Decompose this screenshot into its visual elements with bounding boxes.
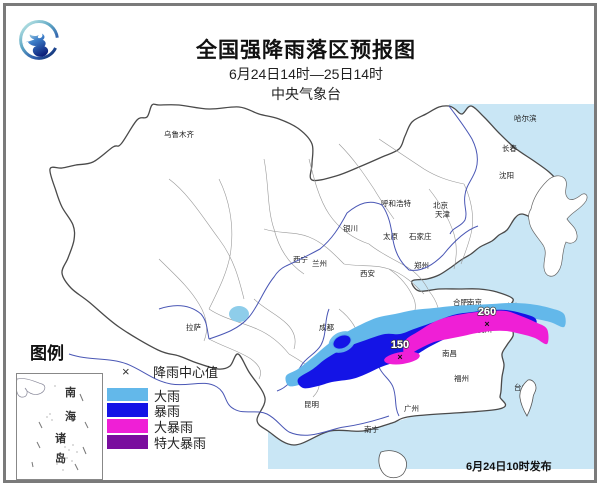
svg-text:兰州: 兰州 <box>312 258 327 268</box>
svg-text:银川: 银川 <box>343 224 358 233</box>
svg-text:诸: 诸 <box>55 431 66 445</box>
svg-text:石家庄: 石家庄 <box>409 231 432 241</box>
svg-text:乌鲁木齐: 乌鲁木齐 <box>164 129 194 139</box>
svg-text:×: × <box>484 319 489 329</box>
svg-text:海: 海 <box>65 409 76 423</box>
svg-text:广州: 广州 <box>404 403 419 413</box>
svg-text:天津: 天津 <box>435 210 450 219</box>
svg-text:260: 260 <box>478 306 496 318</box>
svg-text:西安: 西安 <box>360 268 375 278</box>
svg-text:福州: 福州 <box>454 374 469 383</box>
svg-text:岛: 岛 <box>55 451 66 465</box>
svg-text:成都: 成都 <box>319 322 334 332</box>
svg-text:南宁: 南宁 <box>364 424 379 434</box>
svg-text:沈阳: 沈阳 <box>499 170 514 180</box>
svg-text:呼和浩特: 呼和浩特 <box>381 198 411 208</box>
svg-text:拉萨: 拉萨 <box>186 322 201 332</box>
svg-text:哈尔滨: 哈尔滨 <box>514 113 537 123</box>
svg-text:郑州: 郑州 <box>414 260 429 270</box>
svg-text:南: 南 <box>65 385 76 399</box>
svg-text:长春: 长春 <box>502 143 517 153</box>
svg-text:南昌: 南昌 <box>442 348 457 358</box>
svg-text:昆明: 昆明 <box>304 400 319 409</box>
svg-text:太原: 太原 <box>383 231 398 241</box>
svg-text:北京: 北京 <box>433 200 448 210</box>
svg-text:×: × <box>397 352 402 362</box>
svg-text:150: 150 <box>391 339 409 351</box>
